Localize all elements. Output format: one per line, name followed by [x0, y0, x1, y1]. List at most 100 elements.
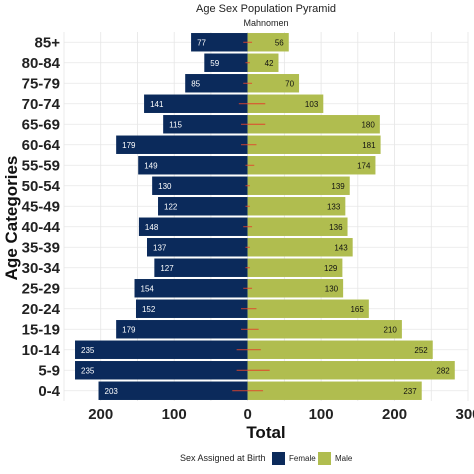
y-tick-label: 10-14: [22, 342, 61, 359]
data-label-female: 179: [122, 141, 136, 150]
bar-male-65-69: [247, 115, 380, 134]
data-label-female: 235: [81, 366, 95, 375]
data-label-female: 115: [169, 120, 182, 129]
bar-female-10-14: [75, 340, 248, 359]
data-label-male: 143: [334, 243, 348, 252]
bar-female-75-79: [185, 74, 248, 93]
bar-female-80-84: [204, 53, 248, 72]
data-label-male: 56: [275, 38, 284, 47]
data-label-female: 203: [105, 387, 119, 396]
data-label-male: 136: [329, 223, 343, 232]
data-label-female: 130: [158, 182, 172, 191]
data-label-female: 122: [164, 202, 178, 211]
x-tick-label: 200: [382, 406, 407, 423]
bar-female-50-54: [152, 176, 248, 195]
bar-male-35-39: [247, 238, 353, 257]
bar-female-20-24: [135, 299, 248, 318]
data-label-male: 129: [324, 264, 338, 273]
data-label-male: 130: [325, 284, 339, 293]
data-label-female: 59: [210, 59, 219, 68]
y-tick-label: 45-49: [22, 198, 60, 215]
y-tick-label: 25-29: [22, 280, 60, 297]
y-tick-label: 0-4: [38, 383, 60, 400]
bar-female-45-49: [158, 197, 248, 216]
data-label-female: 149: [144, 161, 158, 170]
bar-male-40-44: [247, 217, 348, 236]
labels-layer: 203 237 0-4 235 282 5-9 235 252 10-14 179 210 15-19…: [22, 34, 474, 423]
y-tick-label: 70-74: [22, 96, 61, 113]
data-label-female: 77: [197, 38, 206, 47]
y-tick-label: 65-69: [22, 116, 60, 133]
bar-male-80-84: [247, 53, 279, 72]
data-label-male: 42: [265, 59, 274, 68]
bar-male-45-49: [247, 197, 346, 216]
y-tick-label: 20-24: [22, 301, 61, 318]
y-tick-label: 15-19: [22, 321, 60, 338]
x-tick-label: 100: [162, 406, 187, 423]
data-label-female: 179: [122, 325, 136, 334]
y-tick-label: 60-64: [22, 137, 61, 154]
y-tick-label: 85+: [35, 34, 61, 51]
bar-male-15-19: [247, 320, 402, 339]
x-tick-label: 200: [88, 406, 113, 423]
y-tick-label: 35-39: [22, 239, 60, 256]
bar-male-10-14: [247, 340, 433, 359]
data-label-male: 139: [331, 182, 345, 191]
bar-female-85+: [191, 33, 248, 52]
y-tick-label: 55-59: [22, 157, 60, 174]
data-label-female: 152: [142, 305, 156, 314]
y-tick-label: 75-79: [22, 75, 60, 92]
bar-male-20-24: [247, 299, 369, 318]
data-label-male: 133: [327, 202, 341, 211]
data-label-male: 174: [357, 161, 371, 170]
bar-male-0-4: [247, 381, 422, 400]
legend-swatch-female: [272, 452, 285, 465]
bar-female-30-34: [154, 258, 248, 277]
x-tick-label: 300: [455, 406, 474, 423]
data-label-male: 180: [361, 120, 375, 129]
y-tick-label: 30-34: [22, 260, 61, 277]
chart-title: Age Sex Population Pyramid: [196, 3, 336, 15]
bar-female-60-64: [116, 135, 248, 154]
y-tick-label: 5-9: [38, 362, 60, 379]
bar-female-40-44: [138, 217, 248, 236]
data-label-female: 127: [160, 264, 174, 273]
bar-male-75-79: [247, 74, 300, 93]
bar-male-70-74: [247, 94, 324, 113]
bar-male-30-34: [247, 258, 343, 277]
bars-layer: [75, 33, 455, 400]
bar-male-85+: [247, 33, 289, 52]
data-label-male: 70: [285, 79, 294, 88]
bar-male-60-64: [247, 135, 381, 154]
data-label-male: 165: [350, 305, 364, 314]
y-axis-title: Age Categories: [2, 156, 21, 281]
chart-subtitle: Mahnomen: [243, 18, 288, 28]
legend-swatch-male: [318, 452, 331, 465]
data-label-male: 181: [362, 141, 376, 150]
bar-male-25-29: [247, 279, 344, 298]
y-tick-label: 50-54: [22, 178, 61, 195]
legend-label-female: Female: [289, 454, 316, 463]
data-label-female: 85: [191, 79, 200, 88]
legend: Sex Assigned at Birth Female Male: [180, 452, 353, 465]
data-label-female: 154: [141, 284, 155, 293]
data-label-male: 103: [305, 100, 319, 109]
data-label-male: 210: [384, 325, 398, 334]
bar-female-65-69: [163, 115, 248, 134]
bar-female-25-29: [134, 279, 248, 298]
bar-male-50-54: [247, 176, 350, 195]
bar-male-5-9: [247, 361, 455, 380]
bar-female-55-59: [138, 156, 248, 175]
data-label-male: 237: [403, 387, 417, 396]
bar-female-35-39: [147, 238, 248, 257]
x-tick-label: 0: [243, 406, 251, 423]
data-label-female: 137: [153, 243, 167, 252]
legend-label-male: Male: [335, 454, 353, 463]
bar-female-0-4: [98, 381, 248, 400]
x-axis-title: Total: [246, 423, 285, 442]
bar-male-55-59: [247, 156, 376, 175]
data-label-male: 282: [436, 366, 450, 375]
data-label-female: 141: [150, 100, 164, 109]
bar-female-70-74: [144, 94, 248, 113]
